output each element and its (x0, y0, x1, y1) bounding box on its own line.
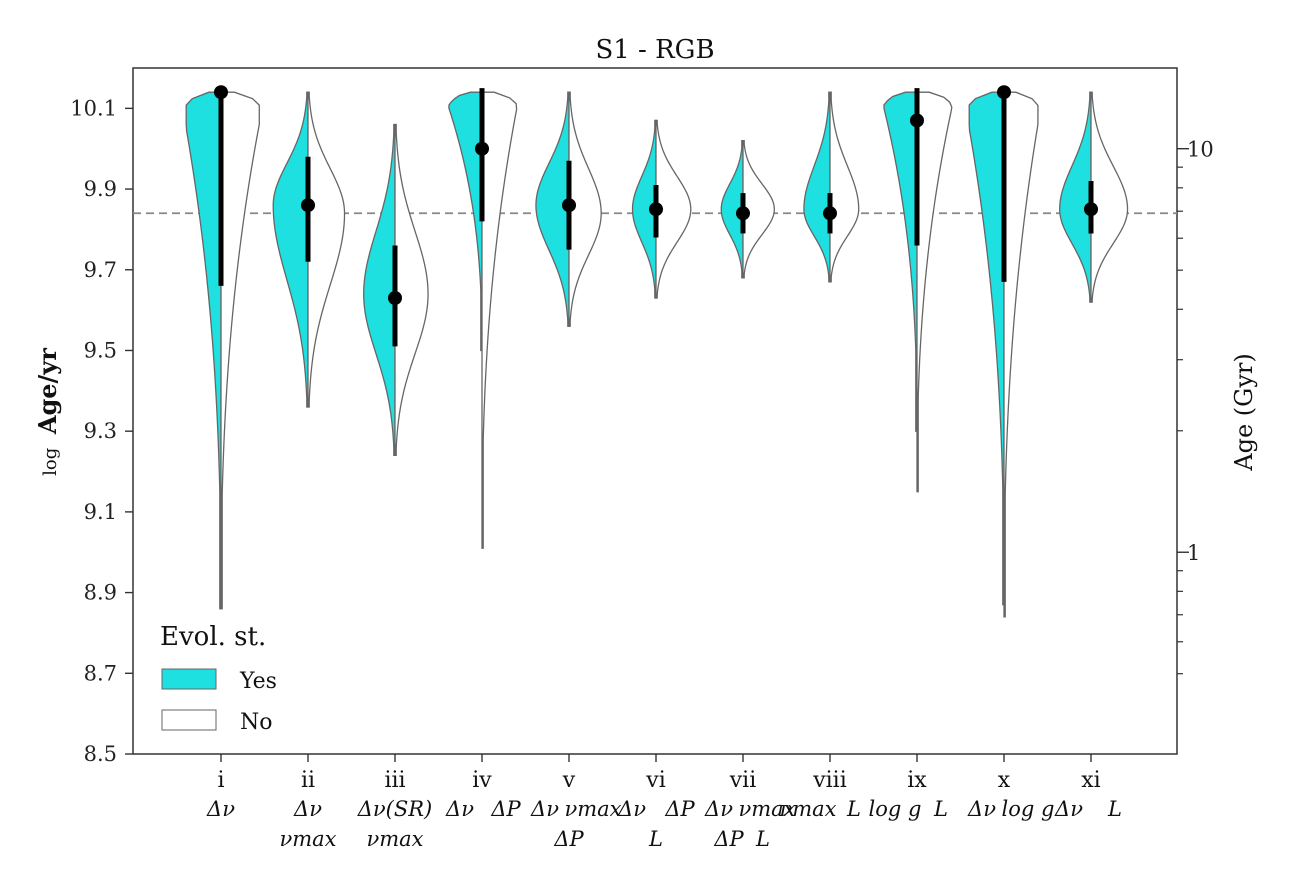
violin-no-vii (742, 139, 775, 279)
x-observable-label: νmax (279, 827, 336, 851)
violin-yes-iv (448, 91, 483, 352)
violin-no-xi (1090, 91, 1129, 303)
x-tick-label-x: x (998, 768, 1011, 793)
x-tick-label-vi: vi (645, 768, 665, 793)
x-observable-label: Δν (206, 797, 235, 821)
y-tick-label: 9.5 (84, 338, 117, 362)
y-tick-label: 8.7 (84, 661, 117, 685)
y-tick-label: 9.1 (84, 500, 117, 524)
x-observable-label: ΔP (713, 827, 744, 851)
y-axis-label-prefix: log (40, 448, 61, 476)
legend-swatch-no (161, 709, 217, 731)
y-tick-label: 8.9 (84, 581, 117, 605)
median-point-ix (910, 113, 924, 128)
median-point-vi (649, 202, 663, 217)
median-point-ii (301, 198, 315, 213)
x-observable-label: νmax (738, 797, 795, 821)
violin-no-vi (655, 119, 692, 299)
violin-no-ii (307, 91, 346, 408)
median-point-vii (736, 206, 750, 221)
violin-yes-ix (883, 91, 918, 432)
violin-no-v (568, 91, 602, 327)
violin-no-x (1003, 91, 1039, 618)
x-tick-label-ix: ix (907, 768, 927, 793)
violin-no-i (220, 91, 260, 610)
violin-yes-vi (631, 119, 657, 299)
x-observable-label: L (755, 827, 770, 851)
right-tick-label: 1 (1187, 541, 1200, 565)
x-tick-label-v: v (562, 768, 576, 793)
right-y-axis-label: Age (Gyr) (1230, 353, 1258, 471)
legend-title: Evol. st. (160, 622, 266, 652)
x-observable-label: νmax (366, 827, 423, 851)
violin-yes-vii (720, 139, 744, 279)
x-observable-label: Δν (530, 797, 559, 821)
y-tick-label: 9.9 (84, 177, 117, 201)
y-tick-label: 9.3 (84, 419, 117, 443)
x-observable-label: Δν (617, 797, 646, 821)
median-point-viii (823, 206, 837, 221)
median-point-xi (1084, 202, 1098, 217)
x-observable-label: ΔP (490, 797, 521, 821)
x-observable-label: Δν(SR) (357, 797, 433, 821)
plot-frame (132, 67, 1178, 755)
x-observable-label: L (846, 797, 861, 821)
legend-label-no: No (240, 710, 273, 735)
x-tick-label-vii: vii (729, 768, 757, 793)
x-observable-label: Δν (967, 797, 996, 821)
x-observable-label: ΔP (664, 797, 695, 821)
x-observable-label: νmax (564, 797, 621, 821)
median-point-x (997, 85, 1011, 100)
x-observable-label: L (933, 797, 948, 821)
x-tick-label-ii: ii (301, 768, 315, 793)
violin-yes-viii (803, 91, 831, 283)
y-axis-label-main: Age/yr (33, 348, 62, 435)
violin-yes-iii (363, 123, 396, 457)
violin-no-ix (916, 91, 953, 493)
x-observable-label: νmax (779, 797, 836, 821)
x-observable-label: L (648, 827, 663, 851)
violin-yes-ii (272, 91, 309, 408)
x-observable-label: log g (1002, 797, 1055, 821)
violin-no-iv (481, 91, 518, 549)
median-point-iv (475, 141, 489, 156)
legend: Evol. st. Yes No (160, 622, 277, 735)
x-observable-label: Δν (1054, 797, 1083, 821)
x-tick-label-i: i (217, 768, 224, 793)
y-axis-label: log Age/yr (33, 348, 62, 476)
x-tick-label-iii: iii (384, 768, 405, 793)
violin-yes-xi (1059, 91, 1092, 303)
x-tick-label-xi: xi (1081, 768, 1100, 793)
x-observable-label: Δν (445, 797, 474, 821)
y-tick-label: 10.1 (70, 96, 117, 120)
violin-yes-i (185, 91, 222, 610)
violin-yes-v (535, 91, 570, 327)
y-tick-label: 8.5 (84, 742, 117, 766)
y-tick-label: 9.7 (84, 258, 117, 282)
x-tick-label-iv: iv (472, 768, 492, 793)
median-point-i (214, 85, 228, 100)
x-observable-label: Δν (293, 797, 322, 821)
plot-area: 8.58.78.99.19.39.59.79.910.1110iΔνiiΔννm… (70, 67, 1214, 851)
x-observable-label: L (1107, 797, 1122, 821)
right-tick-label: 10 (1187, 138, 1214, 162)
legend-swatch-yes (161, 668, 217, 690)
legend-label-yes: Yes (239, 669, 277, 694)
median-point-v (562, 198, 576, 213)
violin-yes-x (968, 91, 1005, 606)
median-point-iii (388, 291, 402, 306)
x-observable-label: log g (869, 797, 922, 821)
x-observable-label: ΔP (553, 827, 584, 851)
x-tick-label-viii: viii (812, 768, 847, 793)
chart-title: S1 - RGB (595, 35, 714, 65)
violin-no-iii (394, 123, 429, 457)
x-observable-label: Δν (704, 797, 733, 821)
violin-no-viii (829, 91, 860, 283)
